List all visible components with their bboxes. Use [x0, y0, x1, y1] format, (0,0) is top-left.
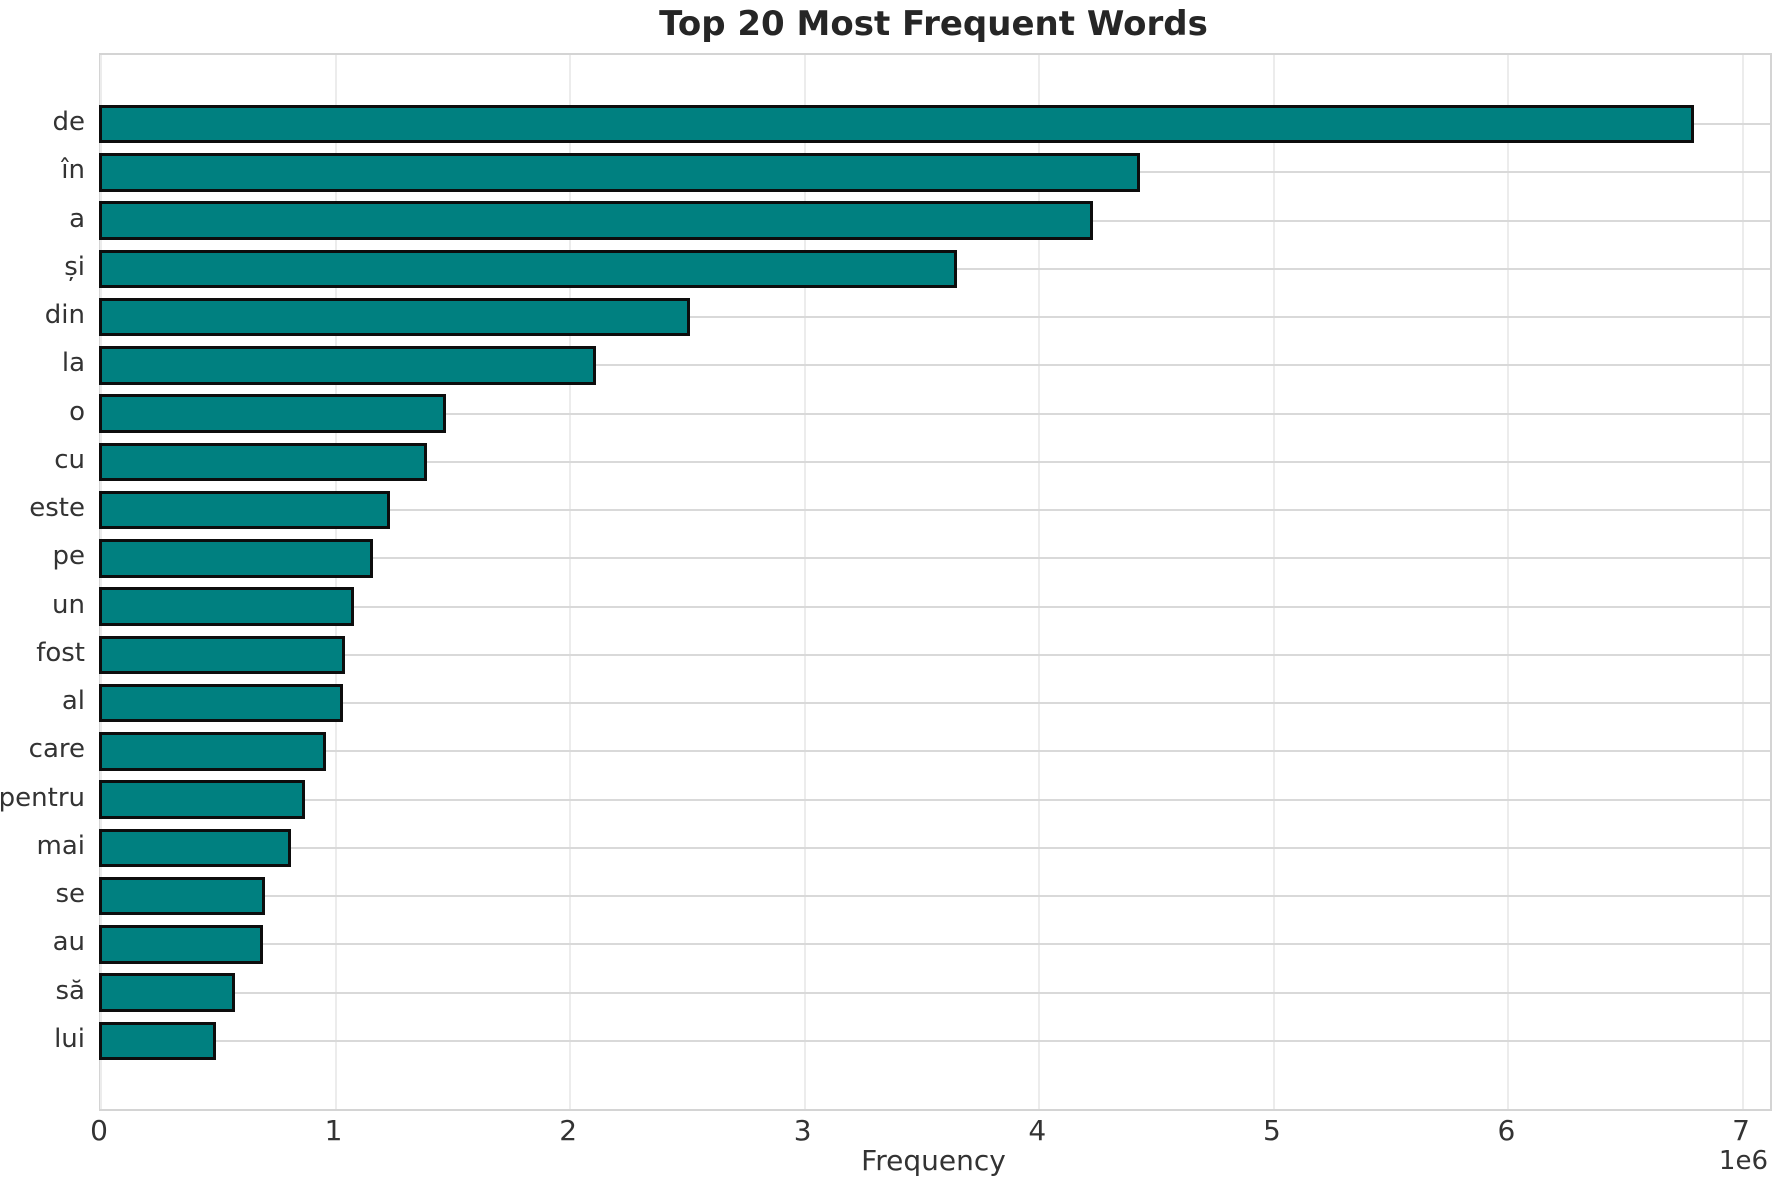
y-axis-label-din: din	[44, 300, 85, 330]
bar-cu	[99, 442, 428, 481]
x-tick-label-6: 6	[1497, 1114, 1516, 1147]
bar-și	[99, 249, 958, 288]
y-axis-label-pentru: pentru	[0, 782, 85, 813]
bar-la	[99, 346, 596, 385]
gridline-horizontal	[101, 364, 1770, 367]
gridline-horizontal	[101, 460, 1770, 463]
gridline-horizontal	[101, 557, 1770, 560]
plot-area	[99, 53, 1772, 1111]
bar-lui	[99, 1021, 216, 1060]
gridline-horizontal	[101, 798, 1770, 801]
x-tick-label-5: 5	[1262, 1114, 1281, 1147]
x-tick-label-2: 2	[559, 1114, 578, 1147]
gridline-horizontal	[101, 846, 1770, 849]
bar-a	[99, 201, 1094, 240]
y-axis-label-în: în	[61, 155, 85, 186]
bar-al	[99, 683, 343, 723]
gridline-vertical	[803, 55, 806, 1109]
bar-pe	[99, 539, 374, 578]
gridline-vertical	[1038, 55, 1041, 1109]
y-axis-label-pe: pe	[52, 541, 86, 572]
gridline-vertical	[1272, 55, 1275, 1109]
gridline-horizontal	[101, 991, 1770, 994]
y-axis-label-este: este	[29, 493, 85, 523]
gridline-horizontal	[101, 316, 1770, 318]
gridline-vertical	[1507, 55, 1510, 1109]
y-axis-label-a: a	[69, 203, 85, 234]
x-tick-label-7: 7	[1732, 1114, 1750, 1147]
bar-au	[99, 925, 263, 964]
axis-offset-label: 1e6	[1718, 1146, 1768, 1176]
y-axis-label-au: au	[52, 927, 85, 958]
bar-un	[99, 587, 355, 626]
y-axis-label-fost: fost	[36, 637, 85, 668]
gridline-horizontal	[101, 412, 1770, 415]
chart-title: Top 20 Most Frequent Words	[659, 4, 1208, 44]
gridline-horizontal	[101, 750, 1770, 753]
y-axis-label-o: o	[69, 396, 85, 427]
gridline-vertical	[1742, 55, 1745, 1109]
y-axis-label-mai: mai	[36, 830, 85, 861]
bar-mai	[99, 828, 291, 867]
bar-în	[99, 153, 1141, 192]
bar-care	[99, 732, 327, 771]
x-axis-title: Frequency	[861, 1144, 1006, 1177]
bar-este	[99, 490, 390, 530]
y-axis-label-lui: lui	[54, 1023, 85, 1054]
y-axis-label-cu: cu	[54, 444, 85, 475]
y-axis-label-să: să	[55, 975, 85, 1006]
y-axis-label-care: care	[28, 734, 85, 765]
gridline-vertical	[334, 55, 337, 1109]
bar-din	[99, 297, 690, 337]
y-axis-label-se: se	[55, 879, 85, 909]
gridline-horizontal	[101, 702, 1770, 704]
gridline-horizontal	[101, 509, 1770, 511]
y-axis-label-la: la	[61, 348, 85, 379]
y-axis-label-al: al	[61, 686, 85, 716]
gridline-horizontal	[101, 895, 1770, 897]
bar-de	[99, 104, 1694, 144]
x-tick-label-3: 3	[793, 1114, 812, 1147]
bar-o	[99, 394, 446, 433]
x-tick-label-1: 1	[324, 1114, 343, 1147]
bar-pentru	[99, 780, 306, 819]
y-axis-label-și: și	[64, 251, 85, 282]
y-axis-label-de: de	[52, 107, 86, 137]
x-tick-label-0: 0	[90, 1114, 108, 1147]
gridline-vertical	[100, 55, 102, 1109]
bar-să	[99, 973, 235, 1012]
bar-fost	[99, 635, 345, 674]
gridline-horizontal	[101, 653, 1770, 656]
y-axis-label-un: un	[52, 589, 85, 620]
gridline-horizontal	[101, 943, 1770, 946]
bar-se	[99, 876, 266, 916]
gridline-vertical	[569, 55, 572, 1109]
gridline-horizontal	[101, 1039, 1770, 1042]
x-tick-label-4: 4	[1028, 1114, 1047, 1147]
gridline-horizontal	[101, 605, 1770, 608]
